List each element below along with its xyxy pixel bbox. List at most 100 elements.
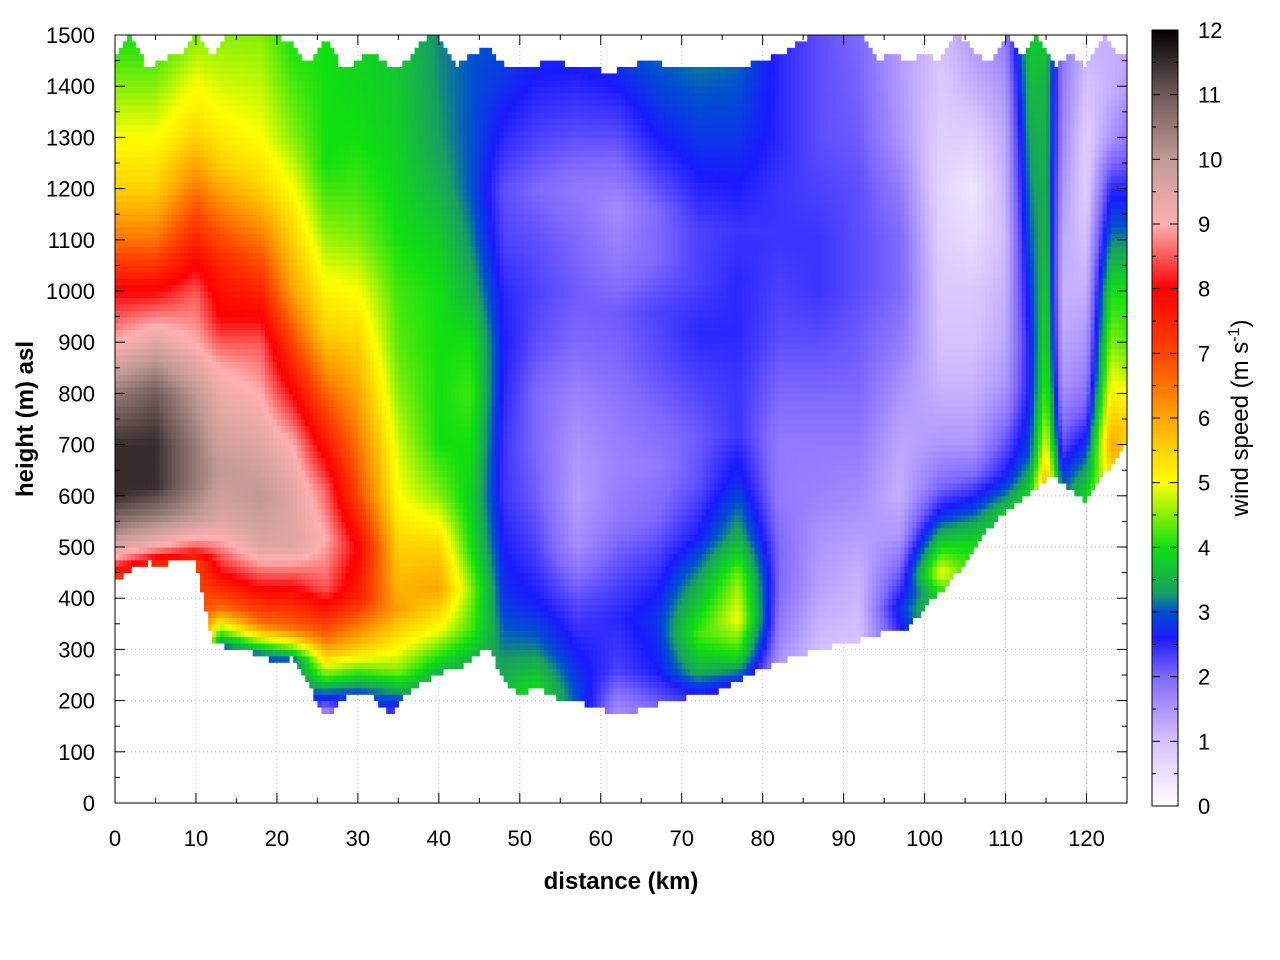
heatmap-cell — [305, 86, 310, 93]
heatmap-cell — [192, 361, 197, 368]
heatmap-cell — [176, 304, 181, 311]
heatmap-cell — [160, 169, 165, 176]
heatmap-cell — [168, 425, 173, 432]
heatmap-cell — [188, 227, 193, 234]
heatmap-cell — [317, 374, 322, 381]
heatmap-cell — [305, 515, 310, 522]
heatmap-cell — [253, 579, 258, 586]
heatmap-cell — [176, 502, 181, 509]
heatmap-cell — [265, 125, 270, 132]
heatmap-cell — [220, 496, 225, 503]
heatmap-cell — [184, 227, 189, 234]
heatmap-cell — [224, 637, 229, 644]
heatmap-cell — [176, 534, 181, 541]
heatmap-cell — [232, 617, 237, 624]
heatmap-cell — [289, 528, 294, 535]
heatmap-cell — [245, 80, 250, 87]
heatmap-cell — [208, 489, 213, 496]
heatmap-cell — [208, 112, 213, 119]
heatmap-cell — [289, 355, 294, 362]
heatmap-cell — [139, 176, 144, 183]
heatmap-cell — [147, 253, 152, 260]
heatmap-cell — [240, 489, 245, 496]
heatmap-cell — [245, 169, 250, 176]
heatmap-cell — [240, 285, 245, 292]
heatmap-cell — [228, 73, 233, 80]
heatmap-cell — [143, 176, 148, 183]
heatmap-cell — [180, 54, 185, 61]
heatmap-cell — [326, 656, 331, 663]
heatmap-cell — [257, 61, 262, 68]
heatmap-cell — [301, 406, 306, 413]
heatmap-cell — [309, 99, 314, 106]
heatmap-cell — [245, 278, 250, 285]
heatmap-cell — [139, 272, 144, 279]
heatmap-cell — [245, 509, 250, 516]
heatmap-cell — [208, 201, 213, 208]
heatmap-cell — [176, 163, 181, 170]
heatmap-cell — [176, 285, 181, 292]
heatmap-cell — [265, 265, 270, 272]
heatmap-cell — [289, 598, 294, 605]
heatmap-cell — [305, 477, 310, 484]
heatmap-cell — [176, 195, 181, 202]
heatmap-cell — [261, 125, 266, 132]
heatmap-cell — [334, 477, 339, 484]
heatmap-cell — [249, 80, 254, 87]
heatmap-cell — [127, 464, 132, 471]
heatmap-cell — [277, 35, 282, 42]
heatmap-cell — [168, 374, 173, 381]
heatmap-cell — [224, 329, 229, 336]
heatmap-cell — [309, 265, 314, 272]
heatmap-cell — [317, 93, 322, 100]
heatmap-cell — [261, 451, 266, 458]
heatmap-cell — [253, 304, 258, 311]
heatmap-cell — [281, 349, 286, 356]
heatmap-cell — [192, 105, 197, 112]
heatmap-cell — [204, 285, 209, 292]
heatmap-cell — [330, 393, 335, 400]
heatmap-cell — [160, 291, 165, 298]
heatmap-cell — [212, 317, 217, 324]
heatmap-cell — [313, 669, 318, 676]
heatmap-cell — [253, 349, 258, 356]
heatmap-cell — [301, 291, 306, 298]
heatmap-cell — [135, 182, 140, 189]
heatmap-cell — [269, 336, 274, 343]
heatmap-cell — [204, 86, 209, 93]
heatmap-cell — [321, 438, 326, 445]
heatmap-cell — [180, 278, 185, 285]
heatmap-cell — [326, 41, 331, 48]
heatmap-cell — [127, 61, 132, 68]
heatmap-cell — [228, 445, 233, 452]
heatmap-cell — [131, 54, 136, 61]
heatmap-cell — [224, 336, 229, 343]
heatmap-cell — [160, 400, 165, 407]
heatmap-cell — [334, 246, 339, 253]
heatmap-cell — [249, 208, 254, 215]
heatmap-cell — [277, 419, 282, 426]
heatmap-cell — [249, 201, 254, 208]
heatmap-cell — [204, 528, 209, 535]
heatmap-cell — [249, 233, 254, 240]
heatmap-cell — [180, 304, 185, 311]
heatmap-cell — [326, 349, 331, 356]
heatmap-cell — [164, 541, 169, 548]
heatmap-cell — [147, 464, 152, 471]
heatmap-cell — [168, 381, 173, 388]
heatmap-cell — [212, 265, 217, 272]
heatmap-cell — [236, 406, 241, 413]
heatmap-cell — [127, 355, 132, 362]
heatmap-cell — [326, 112, 331, 119]
heatmap-cell — [220, 592, 225, 599]
heatmap-cell — [326, 317, 331, 324]
heatmap-cell — [172, 387, 177, 394]
heatmap-cell — [240, 118, 245, 125]
heatmap-cell — [192, 208, 197, 215]
heatmap-cell — [321, 566, 326, 573]
heatmap-cell — [326, 662, 331, 669]
heatmap-cell — [200, 272, 205, 279]
heatmap-cell — [232, 297, 237, 304]
heatmap-cell — [330, 304, 335, 311]
heatmap-cell — [224, 144, 229, 151]
